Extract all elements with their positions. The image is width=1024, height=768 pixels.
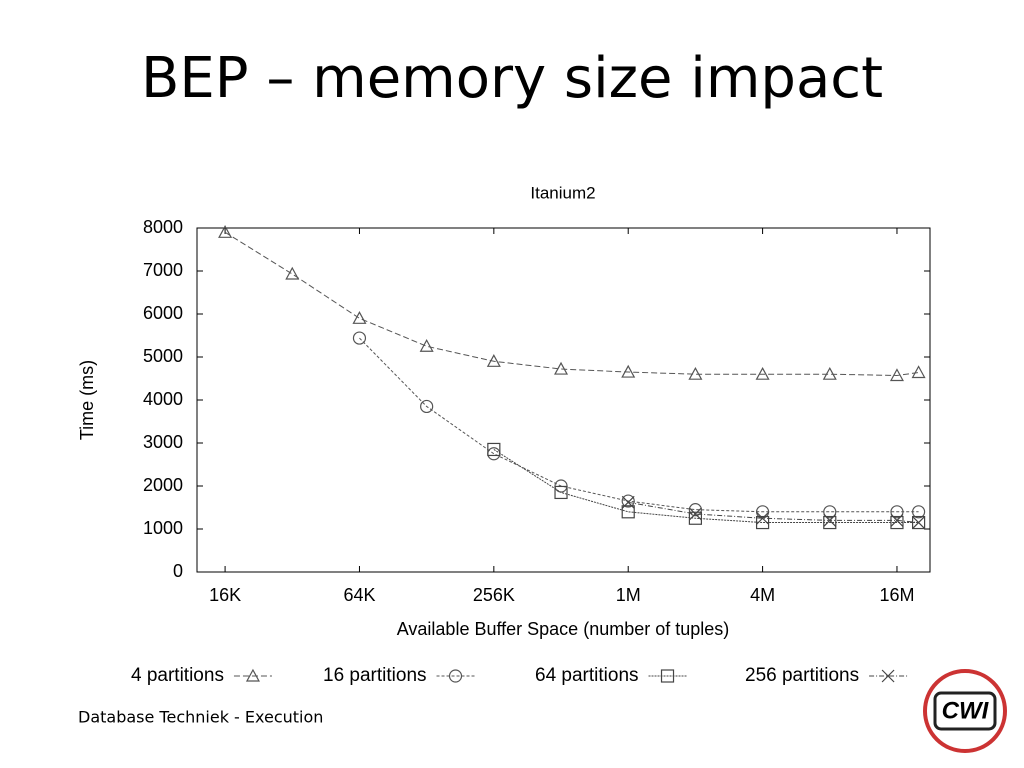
marker (890, 513, 904, 527)
marker (822, 366, 837, 380)
marker (823, 513, 837, 527)
marker (688, 503, 703, 517)
marker (352, 331, 367, 345)
marker (660, 669, 675, 683)
marker (881, 669, 895, 683)
legend-label: 4 partitions (131, 665, 224, 686)
logo-text: CWI (942, 697, 990, 724)
marker (245, 668, 260, 682)
marker (448, 669, 463, 683)
y-tick-label: 2000 (143, 475, 183, 495)
marker (486, 354, 501, 367)
y-tick-label: 8000 (143, 217, 183, 237)
marker (688, 366, 703, 380)
legend-label: 16 partitions (323, 665, 427, 686)
marker (755, 515, 770, 530)
marker (911, 505, 926, 519)
series-line (224, 231, 919, 376)
x-tick-label: 1M (616, 585, 641, 605)
marker (688, 507, 702, 521)
footer: Database Techniek - Execution (78, 708, 323, 727)
marker (755, 366, 770, 380)
x-tick-label: 16K (209, 585, 241, 605)
marker (890, 515, 904, 530)
y-tick-label: 5000 (143, 346, 183, 366)
y-tick-label: 1000 (143, 518, 183, 538)
marker (890, 505, 904, 519)
marker (889, 368, 904, 382)
marker (554, 361, 569, 375)
series-line (493, 449, 919, 524)
y-tick-label: 6000 (143, 303, 183, 323)
logo-box (933, 691, 997, 731)
marker (823, 515, 837, 530)
marker (218, 225, 233, 238)
marker (823, 505, 837, 519)
marker (285, 266, 300, 280)
x-tick-label: 64K (343, 585, 375, 605)
legend-label: 64 partitions (535, 665, 639, 686)
y-tick-label: 0 (173, 561, 183, 581)
marker (554, 485, 568, 500)
marker (912, 516, 926, 529)
marker (419, 338, 434, 352)
marker (420, 399, 434, 414)
x-tick-label: 4M (750, 585, 775, 605)
x-axis-label: Available Buffer Space (number of tuples… (397, 619, 730, 639)
marker (756, 511, 770, 525)
marker (621, 364, 636, 378)
plot: 0 1000 2000 3000 4000 5000 6000 7000 8000 16K 64K 2… (131, 217, 930, 686)
slide-title: BEP – memory size impact (141, 46, 883, 111)
y-tick-label: 4000 (143, 389, 183, 409)
x-tick-label: 16M (879, 585, 914, 605)
x-tick-label: 256K (473, 585, 515, 605)
marker (688, 511, 703, 525)
marker (911, 515, 926, 530)
marker (487, 442, 501, 457)
logo: CWI (923, 669, 1007, 753)
logo-ring (923, 669, 1007, 753)
series-line (359, 337, 919, 513)
marker (911, 365, 926, 379)
y-axis-label: Time (ms) (77, 360, 97, 440)
marker (621, 494, 635, 508)
marker (621, 505, 635, 519)
series-line (628, 501, 919, 524)
marker (621, 495, 635, 509)
y-tick-label: 7000 (143, 260, 183, 280)
y-tick-label: 3000 (143, 432, 183, 452)
chart-title: Itanium2 (530, 183, 595, 202)
legend-label: 256 partitions (745, 665, 859, 686)
marker (352, 311, 367, 324)
